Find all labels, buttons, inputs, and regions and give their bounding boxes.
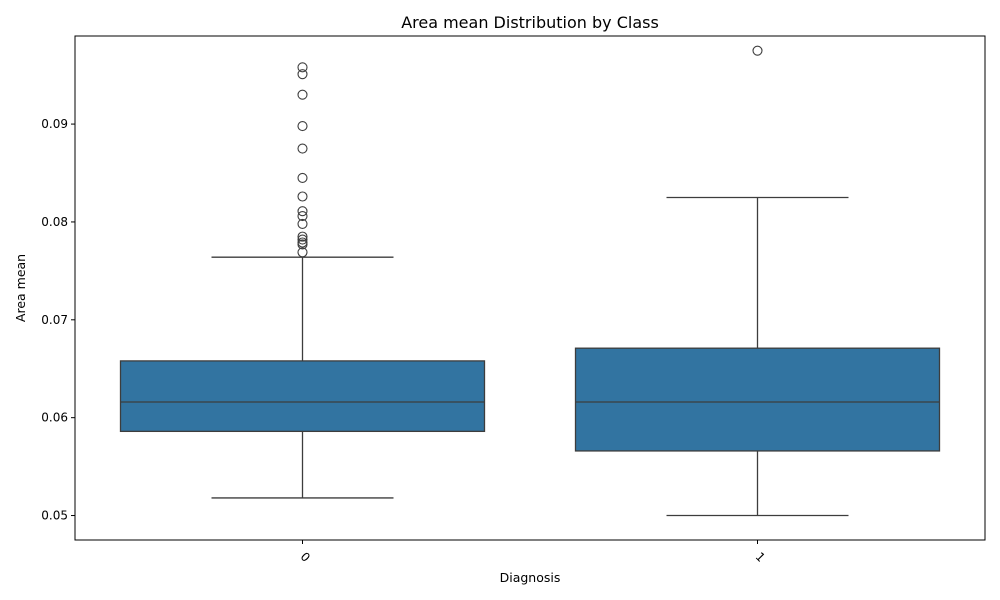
x-tick-label: 1 [753,550,768,565]
outlier-point [297,191,308,202]
outlier-point [297,69,308,80]
outlier-point [297,62,308,73]
outlier-point [752,45,763,56]
y-tick-label: 0.06 [41,411,68,425]
iqr-box [574,347,941,452]
outlier-point [297,231,308,242]
outlier-point [297,143,308,154]
chart-title: Area mean Distribution by Class [401,13,659,32]
outlier-point [297,247,308,258]
y-axis-label: Area mean [13,254,28,322]
y-tick-label: 0.09 [41,117,68,131]
x-tick-label: 0 [298,550,313,565]
y-tick-label: 0.07 [41,313,68,327]
y-tick-label: 0.05 [41,509,68,523]
iqr-box [119,360,486,433]
plot-area [119,45,941,517]
box-group-0 [119,62,486,499]
outlier-point [297,218,308,229]
x-axis-label: Diagnosis [500,570,561,585]
y-tick-label: 0.08 [41,215,68,229]
outlier-point [297,120,308,132]
box-group-1 [574,45,941,517]
outlier-point [297,206,308,217]
outlier-point [297,172,308,183]
outlier-point [297,239,308,250]
outlier-point [297,234,308,245]
outlier-point [297,211,308,222]
outlier-point [297,89,308,100]
plot-frame [74,35,986,541]
y-axis: 0.05 0.06 0.07 0.08 0.09 [41,117,75,523]
